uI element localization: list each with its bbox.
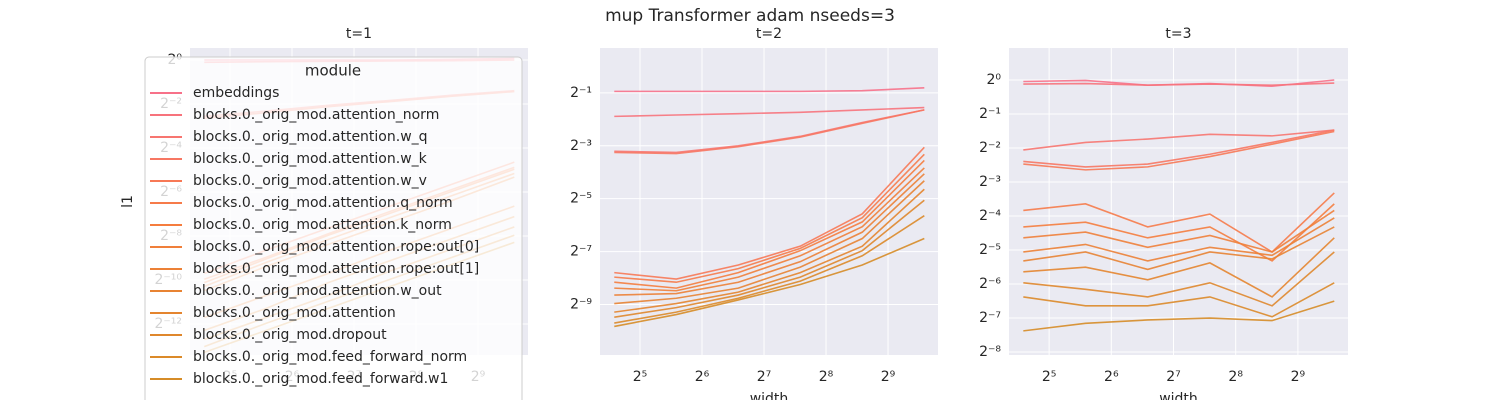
series-line: [1023, 217, 1335, 262]
series-line: [1023, 209, 1335, 253]
series-line: [1023, 226, 1335, 271]
legend-label: blocks.0._orig_mod.attention_norm: [193, 107, 439, 123]
series-line: [1023, 237, 1335, 298]
series-line: [614, 167, 925, 292]
subplot-title: t=1: [346, 26, 372, 42]
series-line: [1023, 129, 1335, 168]
y-axis-label: l1: [120, 195, 136, 208]
series-line: [614, 188, 925, 313]
legend-label: blocks.0._orig_mod.attention.w_q: [193, 129, 428, 145]
legend-label: blocks.0._orig_mod.attention.rope:out[1]: [193, 261, 479, 277]
series-line: [614, 106, 925, 118]
legend-label: blocks.0._orig_mod.attention.w_out: [193, 283, 442, 299]
y-tick-label: 2⁻⁷: [979, 310, 1001, 326]
legend-label: embeddings: [193, 85, 279, 101]
x-tick-label: 2⁸: [819, 369, 834, 385]
legend-label: blocks.0._orig_mod.dropout: [193, 327, 387, 343]
legend-label: blocks.0._orig_mod.attention.rope:out[0]: [193, 239, 479, 255]
x-tick-label: 2⁸: [1228, 369, 1243, 385]
series-line: [614, 109, 925, 155]
series-line: [614, 199, 925, 318]
series-line: [1023, 192, 1335, 253]
legend-label: blocks.0._orig_mod.feed_forward_norm: [193, 349, 467, 365]
series-line: [614, 215, 925, 324]
legend-label: blocks.0._orig_mod.attention.w_v: [193, 173, 427, 189]
plot-area: [600, 48, 938, 355]
series-line: [614, 173, 925, 296]
series-line: [1023, 203, 1335, 262]
y-tick-label: 2⁻⁹: [570, 296, 592, 312]
figure-title: mup Transformer adam nseeds=3: [605, 6, 895, 26]
plot-area: [1009, 48, 1348, 355]
series-line: [614, 159, 925, 289]
legend-title: module: [305, 62, 361, 80]
y-tick-label: 2⁻⁵: [979, 242, 1001, 258]
series-line: [1023, 282, 1335, 318]
x-axis-label: width: [1159, 391, 1198, 400]
y-tick-label: 2⁻³: [979, 174, 1001, 190]
x-tick-label: 2⁶: [695, 369, 710, 385]
series-line: [614, 180, 925, 305]
subplot-title: t=3: [1165, 26, 1191, 42]
subplot: 2⁰ 2⁻¹ 2⁻² 2⁻³ 2⁻⁴ 2⁻⁵ 2⁻⁶ 2⁻⁷ 2⁻⁸ 2⁵ 2⁶ 2⁷ 2⁸ 2⁹ t=3 w…: [979, 26, 1348, 400]
x-tick-label: 2⁷: [757, 369, 772, 385]
series-line: [614, 153, 925, 284]
subplot: 2⁻¹ 2⁻³ 2⁻⁵ 2⁻⁷ 2⁻⁹ 2⁵ 2⁶ 2⁷ 2⁸ 2⁹ t=2 width: [570, 26, 938, 400]
x-tick-label: 2⁶: [1104, 369, 1119, 385]
legend-label: blocks.0._orig_mod.attention.k_norm: [193, 217, 452, 233]
series-line: [614, 237, 925, 328]
x-tick-label: 2⁵: [633, 369, 648, 385]
x-tick-label: 2⁵: [1042, 369, 1057, 385]
series-line: [1023, 129, 1335, 151]
series-line: [1023, 130, 1335, 171]
x-axis-label: width: [750, 391, 789, 400]
x-tick-label: 2⁹: [1291, 369, 1306, 385]
legend-label: blocks.0._orig_mod.attention.w_k: [193, 151, 428, 167]
legend-label: blocks.0._orig_mod.attention: [193, 305, 396, 321]
y-tick-label: 2⁻⁵: [570, 191, 592, 207]
y-tick-label: 2⁻⁷: [570, 244, 592, 260]
y-tick-label: 2⁻⁸: [979, 344, 1001, 360]
y-tick-label: 2⁻⁶: [979, 276, 1001, 292]
series-line: [1023, 300, 1335, 332]
legend-label: blocks.0._orig_mod.attention.q_norm: [193, 195, 453, 211]
legend-label: blocks.0._orig_mod.feed_forward.w1: [193, 371, 448, 387]
series-line: [614, 87, 925, 93]
series-line: [1023, 82, 1335, 86]
y-tick-label: 2⁰: [986, 72, 1001, 88]
x-tick-label: 2⁹: [881, 369, 896, 385]
y-tick-label: 2⁻¹: [979, 106, 1001, 122]
subplot-title: t=2: [756, 26, 782, 42]
series-line: [1023, 251, 1335, 307]
x-tick-label: 2⁷: [1166, 369, 1181, 385]
series-line: [614, 146, 925, 280]
y-tick-label: 2⁻⁴: [979, 208, 1001, 224]
y-tick-label: 2⁻¹: [570, 85, 592, 101]
legend-box: [144, 56, 523, 400]
legend: module embeddings blocks.0._orig_mod.atten…: [144, 56, 523, 400]
y-tick-label: 2⁻²: [979, 140, 1001, 156]
y-tick-label: 2⁻³: [570, 138, 592, 154]
